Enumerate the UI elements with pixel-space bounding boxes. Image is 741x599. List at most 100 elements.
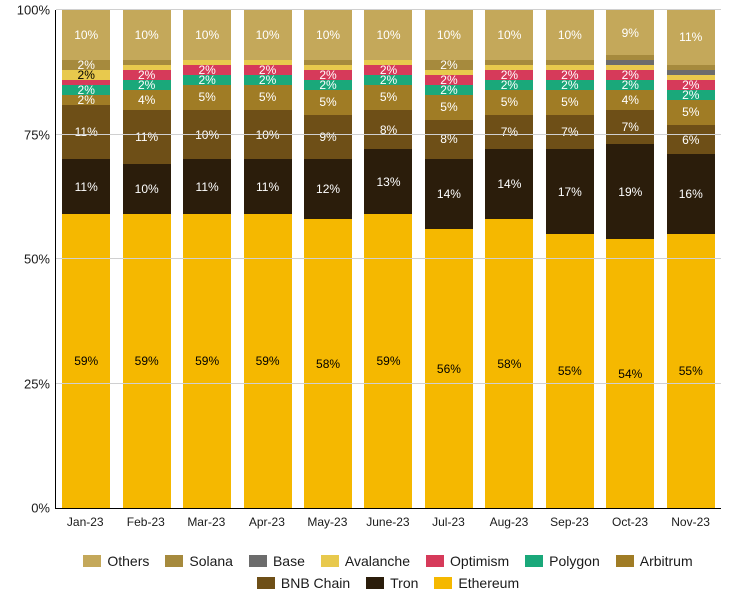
bar-segment-others: 10% bbox=[304, 10, 352, 60]
legend-swatch bbox=[525, 555, 543, 567]
gridline bbox=[56, 9, 721, 10]
legend-item-base: Base bbox=[249, 553, 305, 569]
x-tick-label: Aug-23 bbox=[485, 515, 533, 529]
bar-segment-arbitrum: 2% bbox=[62, 95, 110, 105]
x-tick-label: Feb-23 bbox=[122, 515, 170, 529]
gridline bbox=[56, 134, 721, 135]
y-tick-label: 100% bbox=[17, 3, 50, 18]
bar-column: 56%14%8%5%2%2%2%10% bbox=[425, 10, 473, 508]
y-tick-label: 0% bbox=[31, 501, 50, 516]
legend-item-bnb-chain: BNB Chain bbox=[257, 575, 350, 591]
bar-segment-tron: 10% bbox=[123, 164, 171, 214]
bar-segment-bnb-chain: 8% bbox=[425, 120, 473, 160]
bar-segment-polygon: 2% bbox=[123, 80, 171, 90]
legend-label: Ethereum bbox=[458, 575, 519, 591]
x-tick-label: Nov-23 bbox=[667, 515, 715, 529]
bar-segment-others: 10% bbox=[62, 10, 110, 60]
bar-segment-polygon: 2% bbox=[485, 80, 533, 90]
bar-segment-bnb-chain: 10% bbox=[244, 110, 292, 160]
bar-segment-ethereum: 58% bbox=[485, 219, 533, 508]
bar-segment-arbitrum: 5% bbox=[244, 85, 292, 110]
legend-label: Arbitrum bbox=[640, 553, 693, 569]
bar-segment-others: 10% bbox=[123, 10, 171, 60]
bar-column: 59%11%10%5%2%2%10% bbox=[183, 10, 231, 508]
bar-column: 58%12%9%5%2%2%10% bbox=[304, 10, 352, 508]
bar-segment-polygon: 2% bbox=[546, 80, 594, 90]
bar-segment-tron: 11% bbox=[62, 159, 110, 214]
x-tick-label: Jul-23 bbox=[424, 515, 472, 529]
legend-swatch bbox=[434, 577, 452, 589]
bar-segment-others: 10% bbox=[425, 10, 473, 60]
legend-item-ethereum: Ethereum bbox=[434, 575, 519, 591]
bar-segment-tron: 16% bbox=[667, 154, 715, 234]
legend-label: BNB Chain bbox=[281, 575, 350, 591]
x-tick-label: Mar-23 bbox=[182, 515, 230, 529]
bar-segment-tron: 14% bbox=[425, 159, 473, 229]
legend-label: Polygon bbox=[549, 553, 600, 569]
bar-segment-tron: 12% bbox=[304, 159, 352, 219]
legend-label: Others bbox=[107, 553, 149, 569]
bar-column: 55%17%7%5%2%2%10% bbox=[546, 10, 594, 508]
bar-segment-arbitrum: 5% bbox=[485, 90, 533, 115]
bar-segment-others: 9% bbox=[606, 10, 654, 55]
bar-segment-bnb-chain: 7% bbox=[606, 110, 654, 145]
bar-segment-arbitrum: 5% bbox=[364, 85, 412, 110]
bar-segment-others: 10% bbox=[244, 10, 292, 60]
legend-swatch bbox=[426, 555, 444, 567]
gridline bbox=[56, 258, 721, 259]
legend-swatch bbox=[165, 555, 183, 567]
plot-area: 59%11%11%2%2%2%2%10%59%10%11%4%2%2%10%59… bbox=[55, 10, 721, 509]
x-tick-label: June-23 bbox=[364, 515, 412, 529]
legend-swatch bbox=[321, 555, 339, 567]
legend-swatch bbox=[616, 555, 634, 567]
bar-segment-ethereum: 54% bbox=[606, 239, 654, 508]
legend-item-optimism: Optimism bbox=[426, 553, 509, 569]
bar-column: 54%19%7%4%2%2%9% bbox=[606, 10, 654, 508]
bar-segment-others: 11% bbox=[667, 10, 715, 65]
bar-segment-avalanche: 2% bbox=[62, 70, 110, 80]
legend-item-tron: Tron bbox=[366, 575, 418, 591]
bar-segment-solana: 2% bbox=[425, 60, 473, 70]
legend-swatch bbox=[83, 555, 101, 567]
bar-segment-arbitrum: 4% bbox=[606, 90, 654, 110]
bar-segment-ethereum: 58% bbox=[304, 219, 352, 508]
legend-item-others: Others bbox=[83, 553, 149, 569]
bar-column: 59%13%8%5%2%2%10% bbox=[364, 10, 412, 508]
bar-segment-bnb-chain: 7% bbox=[546, 115, 594, 150]
legend-label: Tron bbox=[390, 575, 418, 591]
bar-column: 59%10%11%4%2%2%10% bbox=[123, 10, 171, 508]
bar-segment-polygon: 2% bbox=[667, 90, 715, 100]
bar-segment-arbitrum: 5% bbox=[667, 100, 715, 125]
bar-column: 58%14%7%5%2%2%10% bbox=[485, 10, 533, 508]
bar-segment-tron: 11% bbox=[183, 159, 231, 214]
legend-swatch bbox=[366, 577, 384, 589]
x-tick-label: Jan-23 bbox=[61, 515, 109, 529]
bar-segment-ethereum: 55% bbox=[667, 234, 715, 508]
legend-label: Optimism bbox=[450, 553, 509, 569]
bar-column: 55%16%6%5%2%2%11% bbox=[667, 10, 715, 508]
legend-item-polygon: Polygon bbox=[525, 553, 600, 569]
y-tick-label: 50% bbox=[24, 252, 50, 267]
x-tick-label: May-23 bbox=[303, 515, 351, 529]
bar-segment-tron: 14% bbox=[485, 149, 533, 219]
bar-segment-ethereum: 55% bbox=[546, 234, 594, 508]
bar-segment-tron: 17% bbox=[546, 149, 594, 234]
bar-segment-polygon: 2% bbox=[364, 75, 412, 85]
y-tick-label: 25% bbox=[24, 376, 50, 391]
bar-segment-others: 10% bbox=[364, 10, 412, 60]
bar-segment-others: 10% bbox=[546, 10, 594, 60]
bar-segment-others: 10% bbox=[485, 10, 533, 60]
bar-segment-polygon: 2% bbox=[183, 75, 231, 85]
bar-segment-arbitrum: 5% bbox=[183, 85, 231, 110]
gridline bbox=[56, 383, 721, 384]
legend-item-arbitrum: Arbitrum bbox=[616, 553, 693, 569]
bar-segment-bnb-chain: 11% bbox=[123, 110, 171, 165]
x-tick-label: Oct-23 bbox=[606, 515, 654, 529]
legend-label: Avalanche bbox=[345, 553, 410, 569]
legend-label: Base bbox=[273, 553, 305, 569]
bar-segment-arbitrum: 5% bbox=[425, 95, 473, 120]
stacked-bar-chart: 59%11%11%2%2%2%2%10%59%10%11%4%2%2%10%59… bbox=[0, 0, 741, 599]
legend-item-solana: Solana bbox=[165, 553, 233, 569]
x-axis-labels: Jan-23Feb-23Mar-23Apr-23May-23June-23Jul… bbox=[55, 515, 721, 529]
bar-segment-tron: 13% bbox=[364, 149, 412, 214]
